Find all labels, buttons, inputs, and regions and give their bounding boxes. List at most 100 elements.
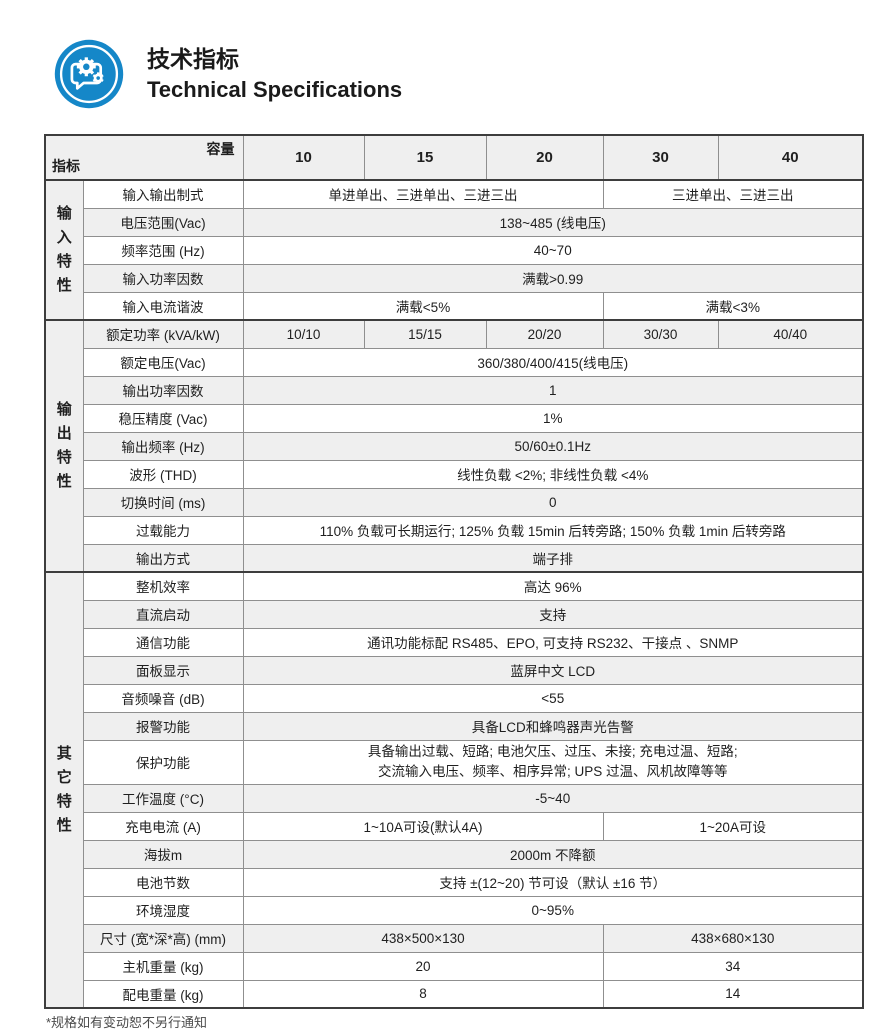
spec-row: 输出方式 端子排 bbox=[45, 543, 864, 573]
spec-row: 切换时间 (ms) 0 bbox=[45, 487, 864, 517]
spec-value: 满载<3% bbox=[602, 291, 864, 321]
spec-label: 稳压精度 (Vac) bbox=[82, 403, 244, 433]
spec-row: 尺寸 (宽*深*高) (mm) 438×500×130 438×680×130 bbox=[45, 923, 864, 953]
spec-value: 438×500×130 bbox=[242, 923, 604, 953]
capacity-column-header-15: 15 bbox=[363, 134, 487, 181]
spec-row: 充电电流 (A) 1~10A可设(默认4A) 1~20A可设 bbox=[45, 811, 864, 841]
spec-label: 尺寸 (宽*深*高) (mm) bbox=[82, 923, 244, 953]
page-title-zh: 技术指标 bbox=[147, 45, 239, 72]
spec-value: 0 bbox=[242, 487, 864, 517]
spec-value: 具备输出过载、短路; 电池欠压、过压、未接; 充电过温、短路; 交流输入电压、频率… bbox=[242, 739, 864, 785]
spec-row: 输入电流谐波 满载<5% 满载<3% bbox=[45, 291, 864, 321]
spec-value: -5~40 bbox=[242, 783, 864, 813]
spec-label: 主机重量 (kg) bbox=[82, 951, 244, 981]
spec-value: 20/20 bbox=[485, 319, 604, 349]
spec-row: 配电重量 (kg) 8 14 bbox=[45, 979, 864, 1009]
spec-value: 满载>0.99 bbox=[242, 263, 864, 293]
corner-indicator-label: 指标 bbox=[52, 158, 80, 174]
spec-label: 保护功能 bbox=[82, 739, 244, 785]
spec-value: 10/10 bbox=[242, 319, 365, 349]
spec-value: 1% bbox=[242, 403, 864, 433]
spec-row: 过载能力 110% 负载可长期运行; 125% 负载 15min 后转旁路; 15… bbox=[45, 515, 864, 545]
spec-table-wrapper: 容量 指标 10 15 20 30 40 输入特性输入输出制式 单进单出、三进单出、三进三… bbox=[44, 134, 864, 1009]
spec-row: 保护功能 具备输出过载、短路; 电池欠压、过压、未接; 充电过温、短路; 交流输入电… bbox=[45, 739, 864, 785]
spec-label: 过载能力 bbox=[82, 515, 244, 545]
corner-capacity-label: 容量 bbox=[206, 141, 235, 157]
spec-label: 电池节数 bbox=[82, 867, 244, 897]
capacity-column-header-40: 40 bbox=[717, 134, 864, 181]
spec-row: 电压范围(Vac) 138~485 (线电压) bbox=[45, 207, 864, 237]
big-gear bbox=[76, 57, 96, 77]
spec-value: 110% 负载可长期运行; 125% 负载 15min 后转旁路; 150% 负… bbox=[242, 515, 864, 545]
spec-row: 主机重量 (kg) 20 34 bbox=[45, 951, 864, 981]
footnote: *规格如有变动恕不另行通知 bbox=[46, 1015, 208, 1030]
spec-value: 138~485 (线电压) bbox=[242, 207, 864, 237]
spec-value: 40~70 bbox=[242, 235, 864, 265]
spec-value: 具备LCD和蜂鸣器声光告警 bbox=[242, 711, 864, 741]
spec-row: 电池节数 支持 ±(12~20) 节可设（默认 ±16 节） bbox=[45, 867, 864, 897]
spec-label: 波形 (THD) bbox=[82, 459, 244, 489]
page-title-en: Technical Specifications bbox=[147, 76, 403, 102]
spec-row: 额定电压(Vac) 360/380/400/415(线电压) bbox=[45, 347, 864, 377]
spec-value: 438×680×130 bbox=[602, 923, 864, 953]
table-header-row: 容量 指标 10 15 20 30 40 bbox=[44, 134, 864, 181]
spec-label: 输出功率因数 bbox=[82, 375, 244, 405]
spec-row: 输入功率因数 满载>0.99 bbox=[45, 263, 864, 293]
spec-row: 工作温度 (°C) -5~40 bbox=[45, 783, 864, 813]
spec-value: 14 bbox=[602, 979, 864, 1009]
spec-value: 线性负载 <2%; 非线性负载 <4% bbox=[242, 459, 864, 489]
spec-label: 面板显示 bbox=[82, 655, 244, 685]
spec-value: 通讯功能标配 RS485、EPO, 可支持 RS232、干接点 、SNMP bbox=[242, 627, 864, 657]
capacity-column-header-10: 10 bbox=[242, 134, 365, 181]
group-label: 输出特性 bbox=[44, 319, 84, 573]
capacity-column-header-30: 30 bbox=[602, 134, 719, 181]
spec-value: 1~10A可设(默认4A) bbox=[242, 811, 604, 841]
spec-value: 15/15 bbox=[363, 319, 487, 349]
capacity-column-header-20: 20 bbox=[485, 134, 604, 181]
spec-label: 配电重量 (kg) bbox=[82, 979, 244, 1009]
spec-label: 输入电流谐波 bbox=[82, 291, 244, 321]
spec-label: 海拔m bbox=[82, 839, 244, 869]
spec-label: 额定电压(Vac) bbox=[82, 347, 244, 377]
spec-label: 工作温度 (°C) bbox=[82, 783, 244, 813]
spec-label: 音频噪音 (dB) bbox=[82, 683, 244, 713]
spec-label: 额定功率 (kVA/kW) bbox=[82, 319, 244, 349]
spec-value: 2000m 不降额 bbox=[242, 839, 864, 869]
spec-value: 1 bbox=[242, 375, 864, 405]
spec-value: 单进单出、三进单出、三进三出 bbox=[242, 179, 604, 209]
spec-label: 频率范围 (Hz) bbox=[82, 235, 244, 265]
spec-row: 环境湿度 0~95% bbox=[45, 895, 864, 925]
spec-value: 50/60±0.1Hz bbox=[242, 431, 864, 461]
spec-value: 34 bbox=[602, 951, 864, 981]
spec-table: 容量 指标 10 15 20 30 40 输入特性输入输出制式 单进单出、三进单出、三进三… bbox=[44, 134, 864, 1009]
spec-value: <55 bbox=[242, 683, 864, 713]
spec-value: 0~95% bbox=[242, 895, 864, 925]
spec-value: 高达 96% bbox=[242, 571, 864, 601]
spec-label: 输入输出制式 bbox=[82, 179, 244, 209]
spec-label: 直流启动 bbox=[82, 599, 244, 629]
spec-label: 环境湿度 bbox=[82, 895, 244, 925]
spec-label: 输入功率因数 bbox=[82, 263, 244, 293]
spec-label: 充电电流 (A) bbox=[82, 811, 244, 841]
spec-label: 整机效率 bbox=[82, 571, 244, 601]
spec-label: 报警功能 bbox=[82, 711, 244, 741]
spec-row: 输出频率 (Hz) 50/60±0.1Hz bbox=[45, 431, 864, 461]
spec-value: 满载<5% bbox=[242, 291, 604, 321]
spec-value: 30/30 bbox=[602, 319, 719, 349]
spec-value: 40/40 bbox=[717, 319, 864, 349]
spec-row: 音频噪音 (dB) <55 bbox=[45, 683, 864, 713]
small-gear bbox=[92, 72, 104, 84]
spec-label: 通信功能 bbox=[82, 627, 244, 657]
spec-row: 稳压精度 (Vac) 1% bbox=[45, 403, 864, 433]
spec-value: 蓝屏中文 LCD bbox=[242, 655, 864, 685]
spec-value: 20 bbox=[242, 951, 604, 981]
spec-row: 其它特性整机效率 高达 96% bbox=[44, 571, 864, 1009]
spec-row: 频率范围 (Hz) 40~70 bbox=[45, 235, 864, 265]
spec-value: 支持 bbox=[242, 599, 864, 629]
spec-row: 海拔m 2000m 不降额 bbox=[45, 839, 864, 869]
spec-row: 面板显示 蓝屏中文 LCD bbox=[45, 655, 864, 685]
page-header: 技术指标 Technical Specifications bbox=[53, 38, 402, 110]
spec-label: 输出方式 bbox=[82, 543, 244, 573]
spec-value: 三进单出、三进三出 bbox=[602, 179, 864, 209]
spec-value: 端子排 bbox=[242, 543, 864, 573]
